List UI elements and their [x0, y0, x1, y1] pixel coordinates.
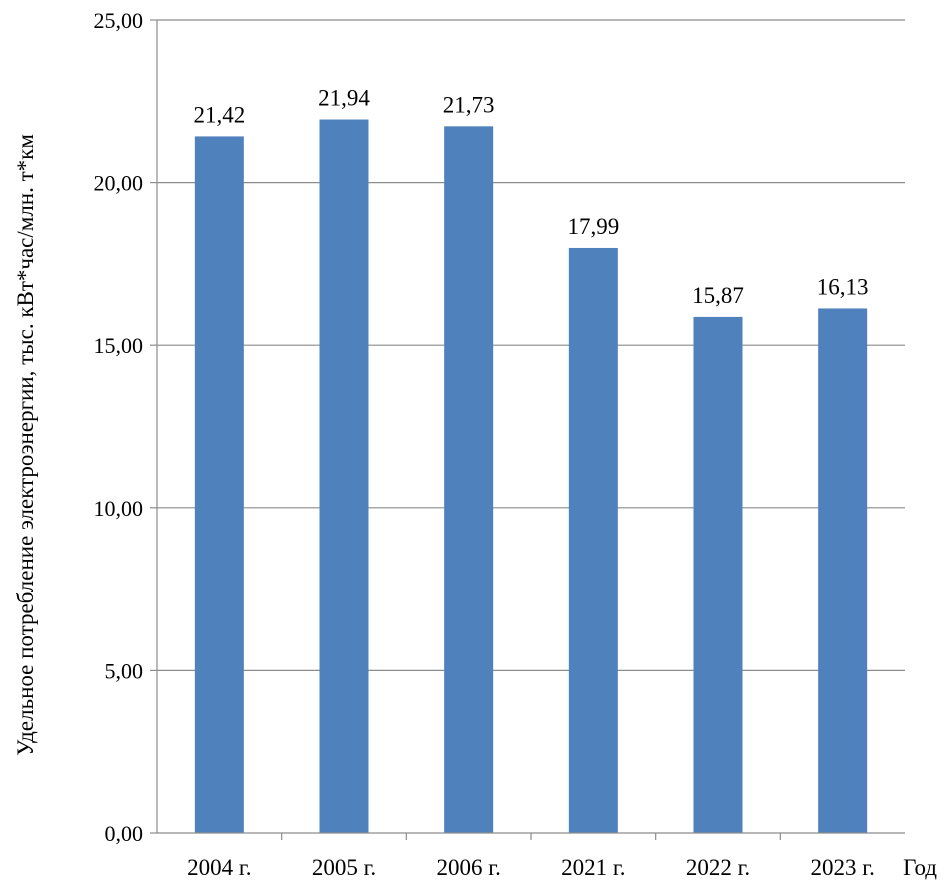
- x-category-label: 2005 г.: [312, 855, 376, 880]
- bars: [194, 119, 868, 834]
- x-axis-labels: 2004 г. 2005 г. 2006 г. 2021 г. 2022 г. 2023 …: [187, 833, 875, 880]
- y-axis-title: Удельное потребление электроэнергии, тыс…: [13, 134, 38, 756]
- data-labels: 21,42 21,94 21,73 17,99 15,87 16,13: [193, 86, 868, 308]
- data-label: 21,73: [443, 92, 495, 117]
- y-axis-ticks: 0,00 5,00 10,00 15,00 20,00 25,00: [94, 8, 157, 846]
- x-category-label: 2022 г.: [686, 855, 750, 880]
- x-category-label: 2023 г.: [810, 855, 874, 880]
- x-category-label: 2004 г.: [187, 855, 251, 880]
- data-label: 15,87: [692, 283, 744, 308]
- bar: [444, 126, 494, 834]
- y-tick-label: 10,00: [94, 496, 144, 521]
- data-label: 16,13: [817, 274, 869, 299]
- y-tick-label: 15,00: [94, 333, 144, 358]
- bar: [818, 308, 868, 833]
- data-label: 21,94: [318, 86, 370, 111]
- data-label: 21,42: [193, 102, 245, 127]
- bar: [693, 316, 743, 833]
- y-tick-label: 5,00: [105, 658, 144, 683]
- data-label: 17,99: [567, 214, 619, 239]
- bar: [319, 119, 369, 833]
- y-tick-label: 0,00: [105, 821, 144, 846]
- bar: [194, 136, 244, 833]
- y-tick-label: 20,00: [94, 171, 144, 196]
- x-category-label: 2006 г.: [436, 855, 500, 880]
- x-axis-title: Год: [903, 855, 937, 880]
- bar: [568, 247, 618, 833]
- x-category-label: 2021 г.: [561, 855, 625, 880]
- y-tick-label: 25,00: [94, 8, 144, 33]
- gridlines: [157, 19, 905, 672]
